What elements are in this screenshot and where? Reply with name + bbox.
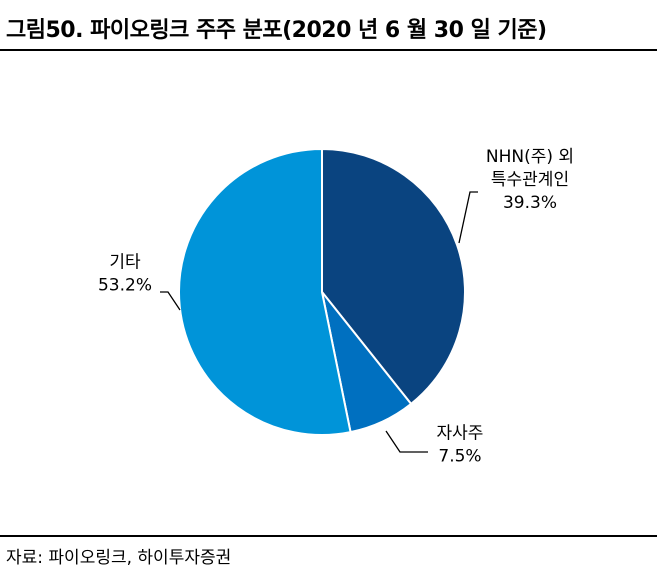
pie-slice-3 (178, 147, 352, 436)
leader-line-3 (160, 291, 181, 311)
source-rule (0, 535, 657, 537)
figure-title: 그림50. 파이오링크 주주 분포(2020 년 6 월 30 일 기준) (6, 18, 547, 43)
leader-line-2 (385, 430, 428, 453)
slice-value-label-2: 7.5% (438, 447, 481, 467)
slice-value-label-1: 39.3% (503, 193, 557, 213)
pie-slice-1 (321, 147, 466, 406)
source-note: 자료: 파이오링크, 하이투자증권 (6, 548, 232, 568)
slice-value-label-3: 53.2% (98, 276, 152, 296)
slice-name-label-1: 특수관계인 (491, 170, 569, 190)
slice-name-label-1: NHN(주) 외 (486, 147, 574, 167)
title-rule (0, 49, 657, 51)
leader-line-1 (458, 191, 478, 244)
slice-name-label-2: 자사주 (437, 424, 484, 444)
slice-name-label-3: 기타 (109, 253, 141, 273)
